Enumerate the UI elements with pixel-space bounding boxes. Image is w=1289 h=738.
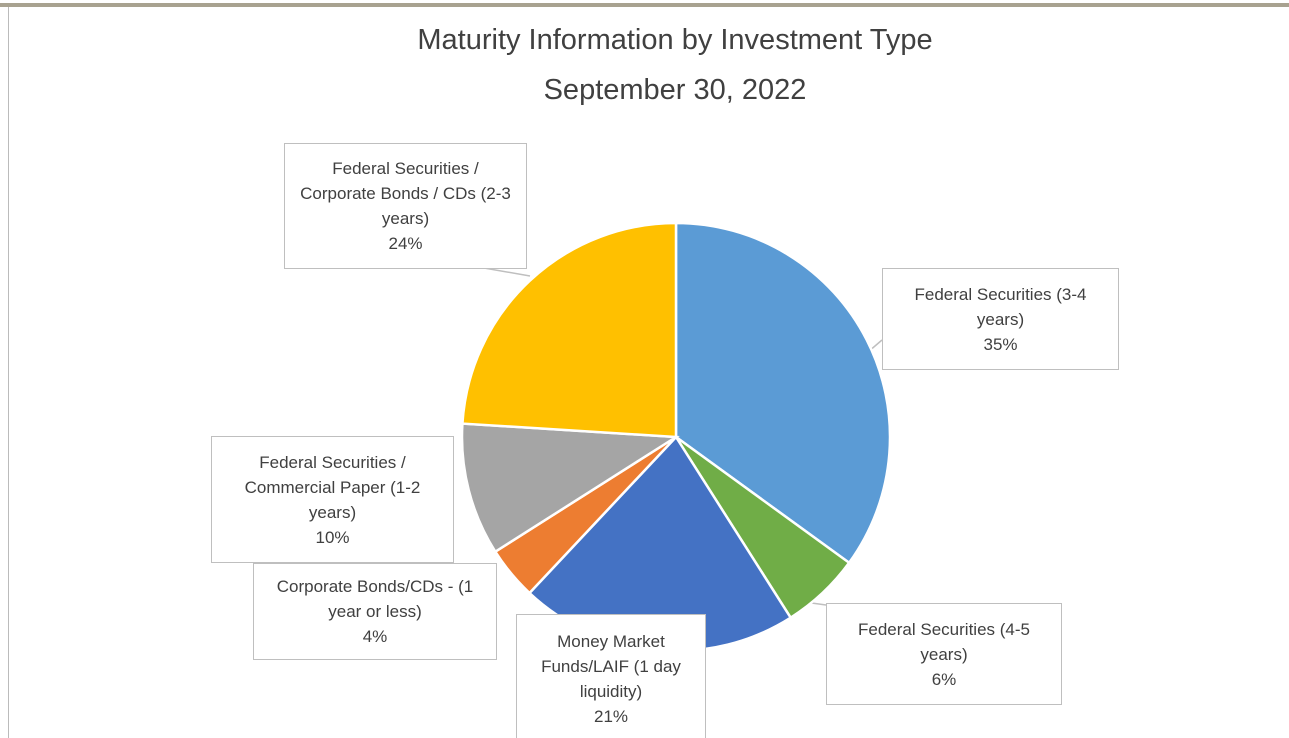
data-label-box: Money Market Funds/LAIF (1 day liquidity… [516, 614, 706, 738]
data-label-value: 10% [315, 527, 350, 547]
pie-slice [460, 422, 680, 554]
data-label-name: Federal Securities / Commercial Paper (1… [244, 452, 421, 522]
pie [460, 221, 892, 653]
data-label-value: 4% [362, 627, 388, 646]
data-label-name: Federal Securities (3-4 years) [914, 284, 1087, 329]
pie-slice [461, 221, 678, 439]
data-label-name: Federal Securities (4-5 years) [858, 619, 1030, 664]
data-label-name: Federal Securities / Corporate Bonds / C… [300, 159, 511, 228]
leader-line [483, 267, 531, 277]
data-label-value: 24% [388, 234, 423, 253]
left-border [8, 7, 9, 738]
data-label-value: 6% [931, 669, 957, 689]
data-label-box: Federal Securities (4-5 years) 6% [826, 603, 1062, 705]
data-label-name: Corporate Bonds/CDs - (1 year or less) [276, 577, 474, 621]
chart-title: Maturity Information by Investment Type [417, 24, 933, 56]
data-label-box: Corporate Bonds/CDs - (1 year or less) 4% [253, 563, 497, 660]
data-label-value: 35% [983, 334, 1018, 354]
data-label-box: Federal Securities (3-4 years) 35% [882, 268, 1119, 370]
data-label-value: 21% [593, 707, 629, 726]
data-label-box: Federal Securities / Corporate Bonds / C… [284, 143, 527, 269]
pie-slice [674, 221, 892, 565]
chart-subtitle: September 30, 2022 [543, 74, 807, 106]
data-label-name: Money Market Funds/LAIF (1 day liquidity… [541, 632, 681, 701]
top-border [0, 3, 1289, 7]
data-label-box: Federal Securities / Commercial Paper (1… [211, 436, 454, 563]
